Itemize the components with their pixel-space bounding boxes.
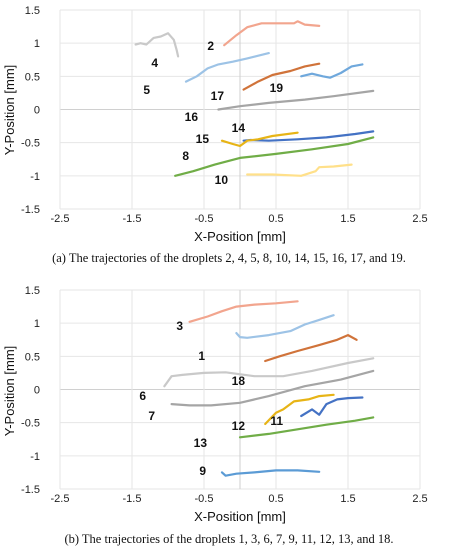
y-axis-title-a: Y-Position [mm] bbox=[2, 65, 17, 156]
droplet-label-5: 5 bbox=[143, 83, 150, 97]
droplet-label-14: 14 bbox=[232, 121, 246, 135]
droplet-label-19: 19 bbox=[270, 81, 284, 95]
droplet-label-4: 4 bbox=[151, 56, 158, 70]
trajectory-1 bbox=[235, 314, 335, 339]
y-tick-label: -1.5 bbox=[21, 204, 40, 216]
x-tick-label: -0.5 bbox=[195, 493, 214, 505]
droplet-label-12: 12 bbox=[232, 419, 246, 433]
trajectory-15 bbox=[220, 131, 299, 148]
y-tick-label: 1 bbox=[34, 318, 40, 330]
caption-a: (a) The trajectories of the droplets 2, … bbox=[52, 251, 406, 265]
x-tick-label: 2.5 bbox=[412, 493, 427, 505]
series-labels-a: 2 45 8 10 14 15 16 17 19 bbox=[143, 39, 283, 187]
y-tick-label: 0.5 bbox=[25, 351, 40, 363]
y-tick-label: -1 bbox=[30, 451, 40, 463]
gridlines-a bbox=[59, 9, 421, 210]
trajectory-6 bbox=[163, 357, 375, 388]
droplet-label-16: 16 bbox=[185, 110, 199, 124]
x-tick-label: -0.5 bbox=[195, 213, 214, 225]
trajectory-18 bbox=[264, 334, 358, 363]
trajectory-12 bbox=[264, 393, 335, 426]
droplet-label-8: 8 bbox=[182, 149, 189, 163]
x-tick-label: 1.5 bbox=[340, 493, 355, 505]
gridlines-b bbox=[59, 289, 421, 490]
y-tick-label: -0.5 bbox=[21, 418, 40, 430]
panel-b: 1.510.50-0.5-1-1.5-2.5 -1.5 -0.5 0.5 1.5 2.5 … bbox=[2, 285, 428, 546]
y-tick-label: 0.5 bbox=[25, 71, 40, 83]
trajectory-17 bbox=[242, 62, 321, 91]
trajectory-4 bbox=[134, 32, 180, 58]
trajectory-19 bbox=[300, 63, 364, 79]
panel-a: 1.510.50-0.5-1-1.5-2.5 -1.5 -0.5 0.5 1.5 2.5 … bbox=[2, 5, 428, 265]
x-tick-label: -1.5 bbox=[123, 493, 142, 505]
x-axis-title-a: X-Position [mm] bbox=[194, 229, 286, 244]
x-tick-label: 2.5 bbox=[412, 213, 427, 225]
x-tick-label: -2.5 bbox=[51, 213, 70, 225]
y-tick-label: 1.5 bbox=[25, 5, 40, 17]
x-tick-label: 1.5 bbox=[340, 213, 355, 225]
caption-b: (b) The trajectories of the droplets 1, … bbox=[64, 532, 393, 546]
y-tick-label: -1 bbox=[30, 171, 40, 183]
trajectory-10 bbox=[246, 163, 353, 177]
x-axis-title-b: X-Position [mm] bbox=[194, 509, 286, 524]
x-tick-label: 0.5 bbox=[268, 493, 283, 505]
trajectory-9 bbox=[220, 469, 321, 477]
y-tick-label: 1 bbox=[34, 38, 40, 50]
x-tick-label: 0.5 bbox=[268, 213, 283, 225]
y-tick-label: 1.5 bbox=[25, 285, 40, 297]
y-tick-label: 0 bbox=[34, 105, 40, 117]
ticks-a: 1.5 1 0.5 0 -0.5 -1 -1.5 -2.5 -1.5 -0.5 0.5 1.5 2.5 bbox=[21, 5, 428, 225]
trajectory-8 bbox=[174, 136, 375, 177]
droplet-label-11: 11 bbox=[270, 414, 283, 428]
droplet-label-13: 13 bbox=[194, 436, 208, 450]
droplet-label-2: 2 bbox=[207, 39, 214, 53]
series-layer-b bbox=[163, 300, 375, 477]
y-tick-label: -0.5 bbox=[21, 138, 40, 150]
droplet-label-17: 17 bbox=[211, 89, 225, 103]
y-tick-label: -1.5 bbox=[21, 484, 40, 496]
droplet-label-10: 10 bbox=[215, 173, 229, 187]
y-axis-title-b: Y-Position [mm] bbox=[2, 346, 17, 437]
droplet-label-9: 9 bbox=[199, 464, 206, 478]
trajectory-14 bbox=[242, 130, 375, 142]
y-tick-label: 0 bbox=[34, 385, 40, 397]
trajectory-11 bbox=[300, 396, 364, 418]
droplet-label-18: 18 bbox=[232, 374, 246, 388]
series-layer-a bbox=[134, 20, 375, 177]
x-tick-label: -1.5 bbox=[123, 213, 142, 225]
trajectory-5 bbox=[184, 52, 270, 83]
trajectory-16 bbox=[217, 89, 375, 111]
droplet-label-3: 3 bbox=[176, 319, 183, 333]
trajectory-2 bbox=[223, 20, 321, 47]
trajectory-7 bbox=[170, 369, 375, 407]
droplet-label-1: 1 bbox=[198, 349, 205, 363]
droplet-label-6: 6 bbox=[139, 389, 146, 403]
ticks-b: 1.5 1 0.5 0 -0.5 -1 -1.5 -2.5 -1.5 -0.5 0.5 1.5 2.5 bbox=[21, 285, 428, 505]
trajectory-3 bbox=[188, 300, 299, 323]
trajectory-13 bbox=[238, 416, 375, 439]
droplet-label-15: 15 bbox=[196, 132, 210, 146]
x-tick-label: -2.5 bbox=[51, 493, 70, 505]
droplet-label-7: 7 bbox=[148, 409, 155, 423]
